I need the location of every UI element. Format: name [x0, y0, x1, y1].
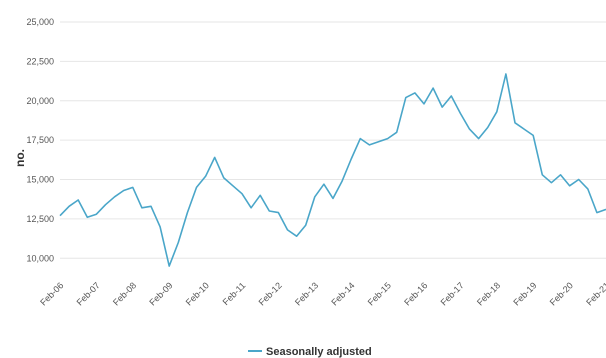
x-tick-label: Feb-16	[402, 280, 429, 307]
y-tick-label: 12,500	[26, 214, 54, 224]
y-tick-label: 17,500	[26, 135, 54, 145]
x-tick-label: Feb-11	[221, 280, 248, 307]
legend-label: Seasonally adjusted	[266, 346, 372, 358]
series-line	[59, 73, 606, 267]
x-tick-label: Feb-18	[475, 280, 502, 307]
x-tick-label: Feb-06	[38, 280, 65, 307]
y-tick-label: 22,500	[26, 56, 54, 66]
y-tick-label: 20,000	[26, 96, 54, 106]
y-tick-label: 10,000	[26, 253, 54, 263]
legend: Seasonally adjusted	[248, 346, 372, 358]
y-tick-labels: 10,000 12,500 15,000 17,500 20,000 22,500 25,0…	[26, 17, 54, 263]
x-tick-label: Feb-08	[111, 280, 138, 307]
x-tick-label: Feb-20	[548, 280, 575, 307]
x-tick-label: Feb-19	[511, 280, 538, 307]
grid-lines	[60, 21, 606, 259]
x-tick-label: Feb-09	[147, 280, 174, 307]
x-tick-label: Feb-13	[293, 280, 320, 307]
x-tick-labels: Feb-06 Feb-07 Feb-08 Feb-09 Feb-10 Feb-11 Feb-…	[38, 280, 606, 307]
y-tick-label: 25,000	[26, 17, 54, 27]
y-axis-title: no.	[13, 149, 27, 167]
x-tick-label: Feb-10	[184, 280, 211, 307]
series-layer	[59, 73, 606, 267]
x-tick-label: Feb-14	[329, 280, 356, 307]
x-tick-label: Feb-15	[366, 280, 393, 307]
x-tick-label: Feb-21	[584, 280, 606, 307]
x-tick-label: Feb-07	[75, 280, 102, 307]
y-tick-label: 15,000	[26, 175, 54, 185]
x-tick-label: Feb-12	[257, 280, 284, 307]
x-tick-label: Feb-17	[439, 280, 466, 307]
